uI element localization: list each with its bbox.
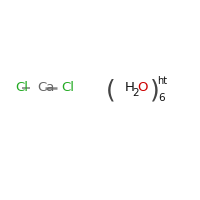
Text: Ca: Ca (37, 81, 54, 94)
Text: O: O (137, 81, 148, 94)
Text: Cl: Cl (15, 81, 28, 94)
Text: 6: 6 (159, 93, 165, 103)
Text: H: H (125, 81, 135, 94)
Text: ): ) (150, 79, 160, 103)
Text: ht: ht (158, 76, 168, 86)
Text: 2: 2 (132, 88, 139, 98)
Text: Cl: Cl (61, 81, 74, 94)
Text: (: ( (106, 79, 116, 103)
